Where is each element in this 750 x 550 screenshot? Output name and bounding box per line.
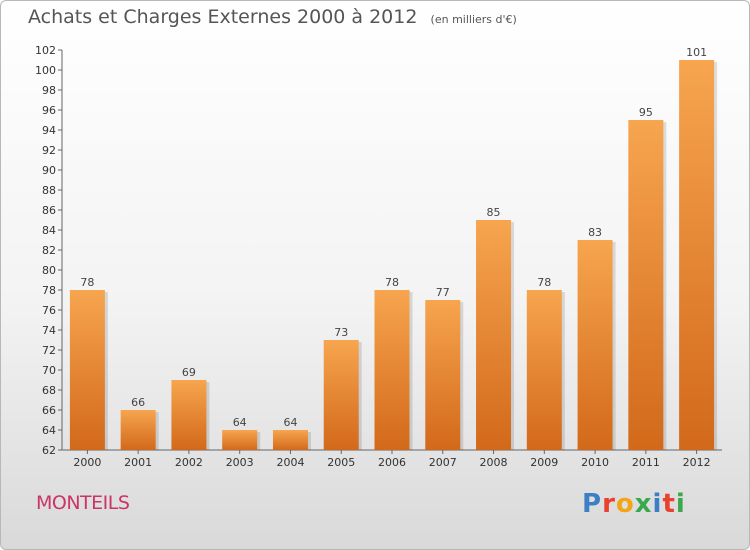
bar-value-label: 73	[334, 326, 348, 339]
y-tick-label: 84	[42, 224, 56, 237]
commune-name: MONTEILS	[36, 492, 130, 514]
y-tick-label: 80	[42, 264, 56, 277]
bar	[577, 240, 613, 450]
y-tick-label: 86	[42, 204, 56, 217]
x-tick-label: 2003	[226, 456, 254, 469]
bar	[425, 300, 461, 450]
bar-value-label: 77	[436, 286, 450, 299]
y-tick-label: 96	[42, 104, 56, 117]
x-tick-label: 2000	[73, 456, 101, 469]
proxiti-logo[interactable]: Proxiti	[582, 489, 686, 519]
bar-value-label: 78	[80, 276, 94, 289]
bar-value-label: 64	[233, 416, 247, 429]
logo-letter: t	[662, 489, 676, 519]
y-tick-label: 68	[42, 384, 56, 397]
chart-subtitle: (en milliers d'€)	[430, 13, 517, 26]
bar-value-label: 85	[487, 206, 501, 219]
y-tick-label: 102	[35, 44, 56, 57]
bar-value-label: 66	[131, 396, 145, 409]
y-tick-label: 88	[42, 184, 56, 197]
y-tick-label: 94	[42, 124, 56, 137]
bar	[374, 290, 410, 450]
bar	[69, 290, 105, 450]
y-tick-label: 74	[42, 324, 56, 337]
x-tick-label: 2001	[124, 456, 152, 469]
bar-value-label: 95	[639, 106, 653, 119]
bar	[222, 430, 258, 450]
x-tick-label: 2012	[683, 456, 711, 469]
bar-value-label: 101	[686, 46, 707, 59]
x-tick-label: 2004	[276, 456, 304, 469]
y-tick-label: 66	[42, 404, 56, 417]
y-tick-label: 90	[42, 164, 56, 177]
y-tick-label: 82	[42, 244, 56, 257]
x-tick-label: 2010	[581, 456, 609, 469]
chart-title-block: Achats et Charges Externes 2000 à 2012 (…	[28, 6, 517, 28]
y-tick-label: 98	[42, 84, 56, 97]
logo-letter: i	[675, 489, 686, 519]
x-tick-label: 2006	[378, 456, 406, 469]
logo-letter: i	[652, 489, 663, 519]
chart-title: Achats et Charges Externes 2000 à 2012	[28, 6, 418, 28]
bar	[526, 290, 562, 450]
bar-value-label: 78	[385, 276, 399, 289]
y-tick-label: 78	[42, 284, 56, 297]
logo-letter: o	[615, 489, 635, 519]
y-tick-label: 70	[42, 364, 56, 377]
x-tick-label: 2008	[480, 456, 508, 469]
bar	[476, 220, 512, 450]
logo-letter: r	[602, 489, 616, 519]
x-tick-label: 2007	[429, 456, 457, 469]
x-tick-label: 2005	[327, 456, 355, 469]
y-tick-label: 100	[35, 64, 56, 77]
bar-value-label: 83	[588, 226, 602, 239]
y-tick-label: 76	[42, 304, 56, 317]
bar	[628, 120, 664, 450]
logo-letter: P	[582, 489, 603, 519]
bar-value-label: 69	[182, 366, 196, 379]
bar-value-label: 78	[537, 276, 551, 289]
bar	[272, 430, 308, 450]
axes: 62 64 66 68 70 72 74 76 78 80 82 84 86 88 90 92 94 96 98 10…	[35, 44, 722, 469]
x-tick-label: 2002	[175, 456, 203, 469]
bar	[323, 340, 359, 450]
logo-letter: x	[634, 489, 653, 519]
bar	[171, 380, 207, 450]
x-tick-label: 2009	[530, 456, 558, 469]
y-tick-label: 72	[42, 344, 56, 357]
x-tick-label: 2011	[632, 456, 660, 469]
y-tick-label: 92	[42, 144, 56, 157]
bar	[120, 410, 156, 450]
y-tick-label: 64	[42, 424, 56, 437]
bars: 78 66 69 64 64 73 78 77 85 78 83 95 101	[69, 46, 718, 450]
bar-value-label: 64	[283, 416, 297, 429]
y-tick-label: 62	[42, 444, 56, 457]
bar	[679, 60, 715, 450]
